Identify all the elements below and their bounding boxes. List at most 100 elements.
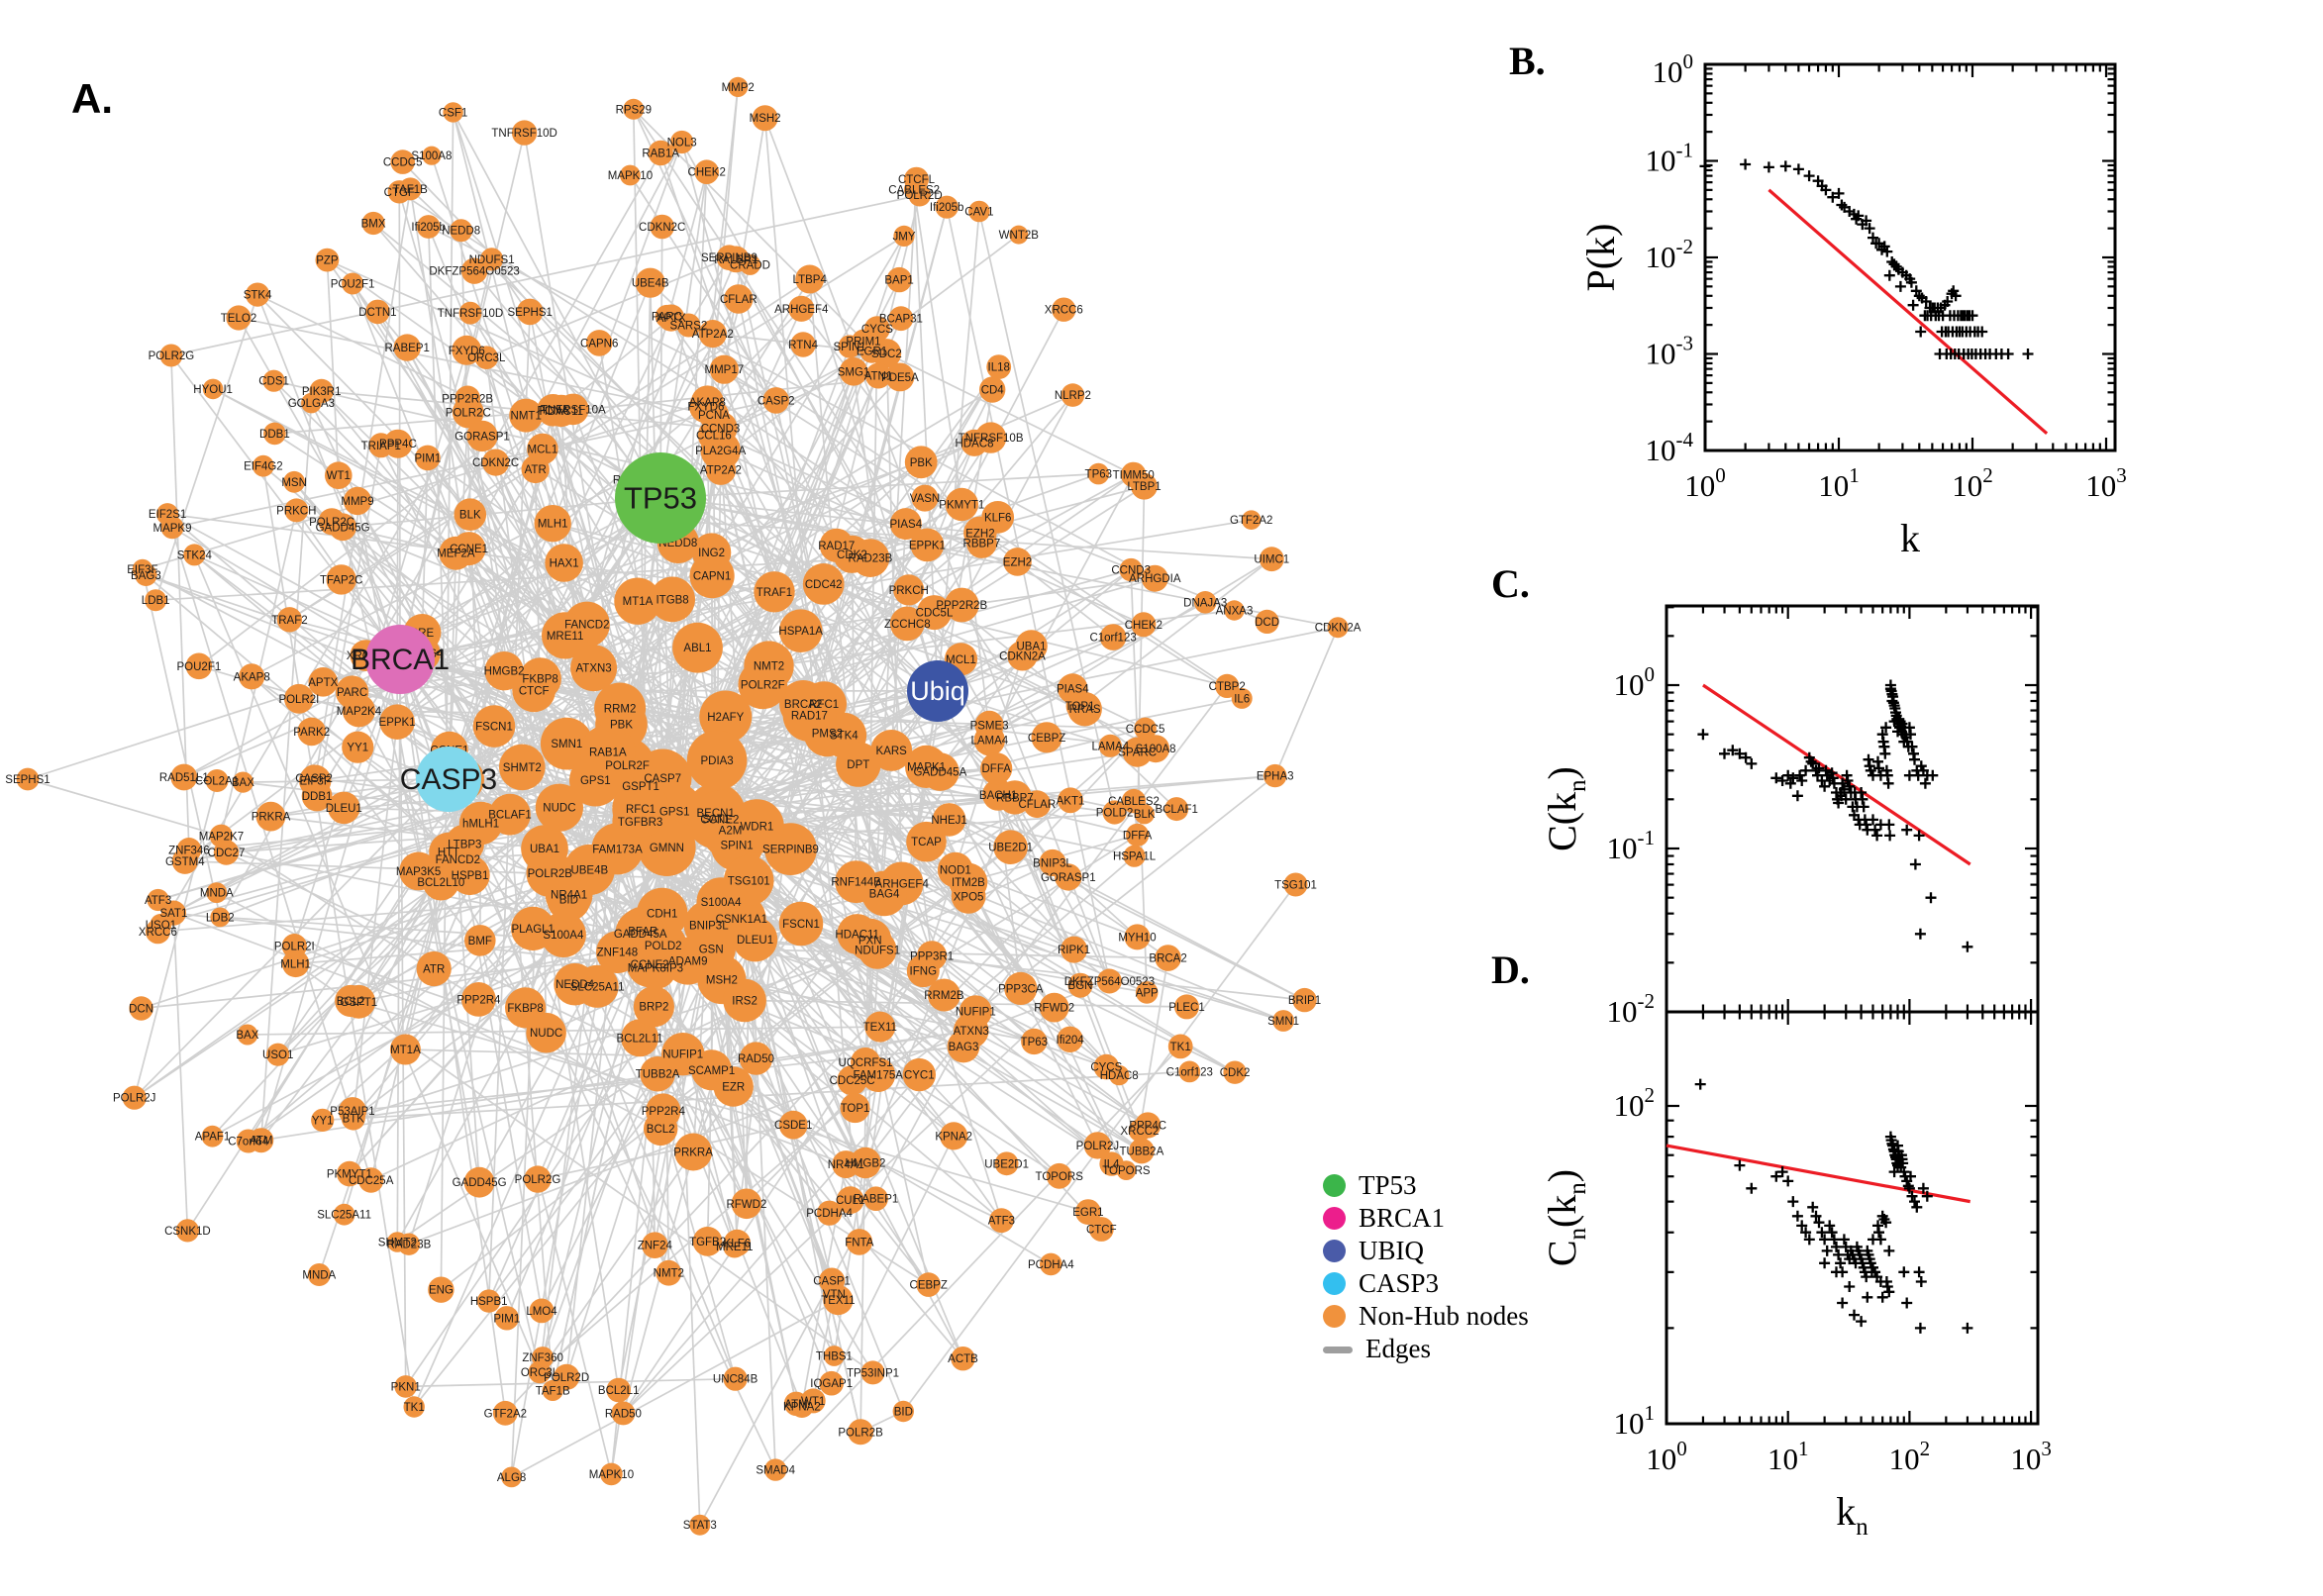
network-node-label: DDB1 [302, 791, 333, 803]
network-node [644, 1111, 678, 1147]
network-node-label: JMY [893, 231, 916, 243]
network-node-label: FNTA [845, 1237, 874, 1248]
network-node [980, 752, 1013, 785]
network-node-label: APAF1 [195, 1132, 231, 1144]
network-node [902, 1057, 936, 1092]
network-node-label: BTK [343, 1114, 365, 1126]
network-node [1009, 225, 1029, 245]
network-node [1283, 872, 1308, 897]
network-node-label: LAMA4 [1091, 741, 1129, 752]
network-node-label: KPNA2 [935, 1131, 972, 1143]
axis-tick-label: 10-4 [1646, 428, 1694, 467]
network-node-label: FKBP8 [522, 674, 557, 686]
network-node [284, 498, 309, 523]
network-node-label: PPP2R4 [456, 994, 501, 1006]
network-node [993, 830, 1028, 864]
network-node-label: BAX [236, 1030, 258, 1042]
axis-tick-label: 103 [2010, 1437, 2052, 1476]
network-node-label: TOP1 [841, 1103, 870, 1115]
network-node-label: GADD45G [453, 1177, 507, 1189]
network-node [1141, 564, 1168, 592]
network-node [935, 195, 959, 219]
network-node-label: EGR1 [1072, 1207, 1103, 1219]
panel-label-a: A. [71, 75, 113, 122]
network-node [892, 1400, 914, 1423]
network-node-label: FANCD2 [436, 854, 480, 866]
network-node-label: TIMM50 [1113, 470, 1155, 482]
network-node-label: FSCN1 [782, 919, 820, 931]
network-node-label: ORC3L [467, 352, 506, 364]
axis-title: Cn(kn) [1540, 1169, 1591, 1266]
network-node [850, 1147, 881, 1179]
network-node-label: HDAC8 [1100, 1070, 1139, 1082]
network-node [835, 860, 877, 904]
network-node-label: NLRP2 [1055, 390, 1091, 402]
network-node [910, 528, 945, 562]
network-node [819, 1370, 844, 1396]
network-node-label: S100A4 [701, 897, 743, 909]
network-node-label: S100A8 [411, 150, 452, 162]
network-node [944, 587, 979, 623]
network-node [249, 1128, 274, 1153]
network-node-label: GTF2A2 [1230, 515, 1272, 527]
network-node [1088, 1217, 1114, 1242]
network-node-label: SAT1 [159, 908, 187, 920]
network-node-label: PPP4C [1129, 1121, 1166, 1133]
network-node [1023, 790, 1052, 819]
network-node-label: LTBP1 [1127, 481, 1161, 493]
network-node [284, 683, 314, 714]
network-node-label: EPPK1 [909, 540, 946, 551]
network-node [156, 503, 179, 526]
network-node-label: TRAF1 [757, 587, 792, 599]
network-node-label: P53AIP1 [330, 1106, 374, 1118]
network-node-label: POLR2J [113, 1093, 155, 1105]
hub-node-label: BRCA1 [351, 644, 450, 676]
network-node-label: FXYD6 [449, 346, 485, 357]
axis-tick-label: 100 [1684, 463, 1726, 503]
network-node [927, 978, 960, 1012]
network-node [778, 1110, 808, 1140]
network-node-label: NDUFS1 [855, 945, 900, 956]
network-node-label: RAB1A [642, 149, 679, 160]
network-node [889, 606, 925, 642]
network-node [670, 130, 694, 154]
network-node-label: RAB1A [589, 748, 627, 759]
network-node-label: TOPORS [1036, 1171, 1084, 1183]
network-node-label: RRM2 [604, 704, 637, 716]
network-node-label: CSNK1D [164, 1226, 211, 1238]
network-node-label: DKFZP564O0523 [429, 266, 519, 278]
network-node [623, 98, 645, 120]
network-node [979, 376, 1006, 403]
network-node-label: TSG101 [1274, 880, 1317, 892]
fit-line [1768, 188, 2049, 436]
network-node-label: RBBP7 [996, 792, 1034, 804]
network-node-label: NEDD8 [442, 226, 480, 238]
network-node-label: BCLAF1 [488, 810, 531, 822]
network-node [337, 1160, 362, 1187]
network-node-label: KLF6 [724, 1238, 752, 1249]
network-node-label: CYC1 [904, 1070, 935, 1082]
network-node [283, 470, 305, 493]
network-node [504, 987, 547, 1029]
network-node [686, 924, 736, 974]
network-node [1126, 823, 1150, 848]
scatter-points [1699, 158, 2034, 359]
network-node-label: PLA2G4A [695, 446, 746, 457]
network-node [542, 612, 589, 659]
network-node-label: RBBP7 [963, 539, 1001, 550]
network-node-label: NUDC [530, 1028, 562, 1040]
legend-dot-swatch [1323, 1272, 1346, 1295]
network-node-label: GADD45A [914, 767, 967, 779]
network-node-label: POLD2 [1096, 808, 1134, 820]
network-node-label: SPIN1 [720, 840, 753, 851]
network-node-label: DKFZP564O0523 [1064, 976, 1155, 988]
network-node-label: BCL2 [337, 996, 365, 1008]
network-node-label: IL18 [988, 362, 1010, 374]
network-node-label: POLR2D [897, 190, 943, 202]
network-node [147, 888, 169, 912]
network-node-label: PCDHA4 [806, 1208, 853, 1220]
network-node [466, 420, 498, 452]
network-node [694, 159, 719, 184]
network-node-label: STK4 [830, 731, 858, 743]
network-node [554, 962, 596, 1006]
